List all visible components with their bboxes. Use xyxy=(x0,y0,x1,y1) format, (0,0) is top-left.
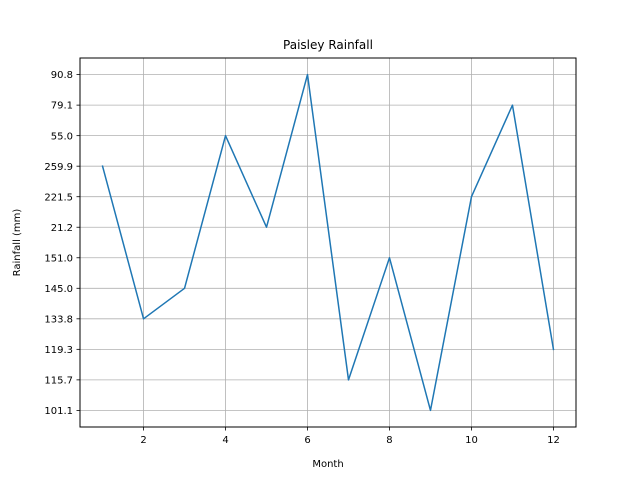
x-axis-title: Month xyxy=(312,459,343,470)
y-tick-label: 221.5 xyxy=(44,192,73,203)
plot-area-frame xyxy=(79,57,577,428)
x-axis: 2 4 6 8 10 12 xyxy=(140,427,560,446)
grid xyxy=(80,58,576,427)
y-tick-label: 133.8 xyxy=(44,314,73,325)
y-tick-label: 79.1 xyxy=(51,101,73,112)
chart-title: Paisley Rainfall xyxy=(283,38,373,52)
series-group xyxy=(101,73,555,412)
y-axis-title: Rainfall (mm) xyxy=(12,209,23,277)
y-tick-label: 90.8 xyxy=(51,70,73,81)
y-tick-label: 101.1 xyxy=(44,406,73,417)
y-tick-label: 145.0 xyxy=(44,284,73,295)
y-axis: 101.1 115.7 119.3 133.8 145.0 151.0 21.2 221.5 2… xyxy=(44,70,80,417)
y-tick-label: 21.2 xyxy=(51,223,73,234)
y-tick-label: 119.3 xyxy=(44,345,73,356)
series-line xyxy=(101,73,555,412)
y-tick-label: 259.9 xyxy=(44,162,73,173)
x-tick-label: 2 xyxy=(140,435,146,446)
x-tick-label: 10 xyxy=(465,435,478,446)
x-tick-label: 12 xyxy=(547,435,560,446)
y-tick-label: 55.0 xyxy=(51,131,73,142)
x-tick-label: 8 xyxy=(386,435,392,446)
x-tick-label: 4 xyxy=(222,435,228,446)
y-tick-label: 115.7 xyxy=(44,375,73,386)
x-tick-label: 6 xyxy=(304,435,310,446)
y-tick-label: 151.0 xyxy=(44,253,73,264)
